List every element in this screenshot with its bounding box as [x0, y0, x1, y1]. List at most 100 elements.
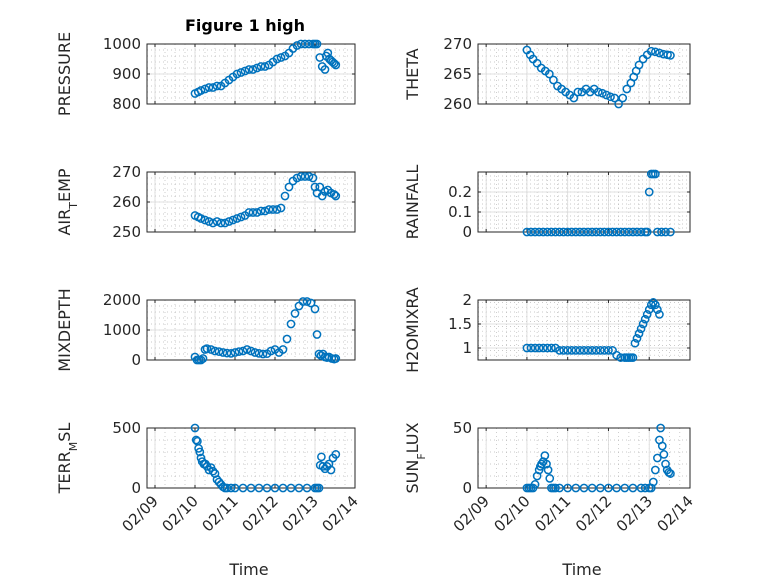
subplot-6-data-point — [632, 334, 642, 343]
subplot-4-data-point — [600, 227, 609, 237]
subplot-6-data-point — [638, 319, 648, 329]
subplot-3-data-point — [315, 182, 325, 192]
subplot-5-data-point — [246, 346, 256, 356]
subplot-2-ylabel: THETA — [403, 48, 422, 100]
subplot-2-data-point — [573, 87, 583, 97]
subplot-4-data-point — [642, 227, 652, 237]
subplot-1-ytick-label: 900 — [112, 65, 141, 83]
subplot-3-data-point — [329, 190, 339, 199]
subplot-4-data-point — [644, 187, 654, 197]
subplot-7-data-point — [314, 483, 324, 493]
subplot-7-data-point — [278, 483, 288, 493]
subplot-8-xlabel: Time — [561, 560, 601, 579]
subplot-4-data-point — [666, 227, 675, 237]
subplot-5-data-point — [242, 345, 252, 354]
subplot-1-data-point — [276, 53, 286, 62]
subplot-8-ytick-label: 0 — [462, 479, 472, 497]
subplot-8-data-point — [636, 483, 646, 493]
subplot-6-data-point — [591, 346, 601, 355]
subplot-6-data-point — [571, 346, 581, 355]
subplot-3-data-point — [252, 208, 262, 217]
subplot-3-data-point — [248, 208, 258, 217]
subplot-3-data-point — [212, 217, 222, 226]
subplot-6-data-point — [563, 346, 573, 355]
subplot-8-data-point — [587, 483, 597, 493]
subplot-3-data-point — [260, 206, 270, 216]
subplot-2-data-point — [655, 48, 664, 58]
subplot-5-data-point — [310, 304, 320, 314]
subplot-8-data-point — [571, 483, 581, 493]
subplot-4-data-point — [636, 227, 646, 237]
subplot-4-data-point — [530, 227, 540, 237]
subplot-4-data-point — [653, 227, 662, 237]
subplot-7-data-point — [262, 483, 272, 493]
subplot-5-data-point — [298, 297, 308, 306]
subplot-5-data-point — [226, 349, 236, 358]
subplot-6-data-point — [630, 338, 640, 348]
subplot-6-data-point — [526, 343, 536, 353]
subplot-4-data-point — [567, 227, 577, 237]
subplot-1-data-point — [240, 66, 250, 76]
subplot-6-ylabel: H2OMIXRA — [403, 287, 422, 373]
subplot-6-data-point — [530, 343, 540, 353]
subplot-5-data-point — [306, 298, 316, 308]
subplot-3-data-point — [304, 172, 314, 181]
subplot-7-data-point — [222, 483, 232, 493]
subplot-2-data-point — [610, 93, 619, 103]
subplot-6-data-point — [655, 310, 664, 319]
subplot-3-data-point — [300, 172, 310, 181]
subplot-6-axes-box — [477, 299, 691, 361]
subplot-3-ytick-label: 260 — [112, 193, 141, 211]
subplot-4-data-point — [575, 227, 585, 237]
subplot-7-axes-box — [146, 427, 356, 489]
subplot-3-data-point — [228, 215, 238, 225]
subplot-6-data-point — [583, 346, 593, 355]
subplot-2-data-point — [650, 47, 660, 57]
subplot-6-data-point — [522, 343, 532, 353]
subplot-2-ytick-label: 260 — [443, 95, 472, 113]
subplot-5-data-point — [238, 346, 248, 356]
subplot-3-data-point — [196, 214, 206, 223]
subplot-5-data-point — [312, 330, 322, 339]
subplot-5-data-point — [258, 349, 268, 359]
subplot-3-ytick-label: 270 — [112, 163, 141, 181]
subplot-3-data-point — [256, 206, 266, 216]
subplot-4-data-point — [559, 227, 568, 237]
subplot-7-data-point — [226, 483, 236, 493]
subplot-7-data-point — [302, 483, 312, 493]
subplot-2-data-point — [666, 51, 675, 60]
subplot-8-data-point — [659, 450, 669, 459]
subplot-4-data-point — [624, 227, 634, 237]
subplot-8-data-point — [545, 474, 555, 483]
subplot-7-data-point — [195, 447, 205, 457]
subplot-3-data-point — [236, 212, 246, 222]
subplot-7-data-point — [238, 483, 248, 493]
subplot-3-data-point — [280, 191, 290, 201]
subplot-5-data-point — [196, 355, 206, 365]
subplot-1-data-point — [208, 83, 218, 92]
subplot-1-data-point — [296, 39, 306, 49]
subplot-1-data-point — [272, 54, 282, 64]
subplot-3-data-point — [296, 172, 306, 181]
subplot-7-data-point — [208, 466, 218, 476]
subplot-5-data-point — [218, 348, 228, 357]
subplot-2-data-point — [544, 69, 554, 79]
subplot-6-data-point — [640, 314, 650, 324]
subplot-7-data-point — [286, 483, 296, 493]
subplot-3-ytick-label: 250 — [112, 223, 141, 241]
subplot-8-data-point — [540, 451, 550, 460]
subplot-6-ytick-label: 1.5 — [448, 315, 472, 333]
subplot-8-ylabel: SUNFLUX — [403, 422, 428, 493]
subplot-1-data-point — [196, 86, 206, 95]
subplot-6-data-point — [648, 298, 658, 307]
subplot-7-data-point — [246, 483, 256, 493]
subplot-6-data-point — [555, 346, 564, 355]
subplot-8-data-point — [640, 483, 650, 493]
subplot-8-data-point — [612, 483, 621, 493]
subplot-6-data-point — [559, 346, 568, 355]
subplot-1-data-point — [329, 59, 339, 68]
subplot-6-data-point — [653, 305, 662, 314]
subplot-5-data-point — [206, 345, 216, 354]
subplot-2-data-point — [622, 84, 632, 94]
